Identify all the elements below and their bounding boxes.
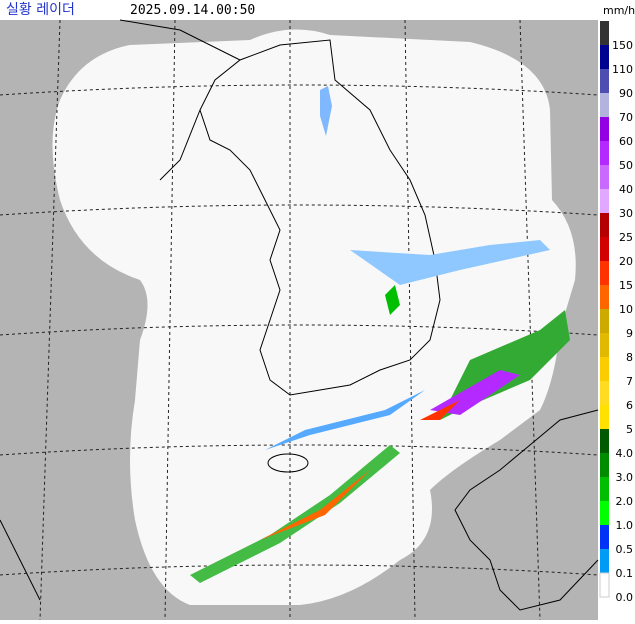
legend-swatch <box>600 93 609 117</box>
legend-swatch <box>600 357 609 381</box>
legend-label: 1.0 <box>616 519 634 532</box>
title: 실황 레이더 <box>6 2 75 18</box>
legend-label: 150 <box>612 39 633 52</box>
legend-label: 6 <box>626 399 633 412</box>
legend-label: 40 <box>619 183 633 196</box>
legend-label: 0.0 <box>616 591 634 604</box>
radar-coverage <box>52 29 576 605</box>
legend-label: 5 <box>626 423 633 436</box>
grid <box>0 19 599 621</box>
legend-label: 10 <box>619 303 633 316</box>
legend: 150 110 90 70 60 50 40 30 25 20 15 10 9 8 7 6 5 4.0 3.0 2.0… <box>599 21 634 604</box>
legend-swatch <box>600 141 609 165</box>
legend-swatch <box>600 117 609 141</box>
legend-swatch <box>600 165 609 189</box>
legend-label: 0.5 <box>616 543 634 556</box>
legend-swatch <box>600 189 609 213</box>
legend-swatch <box>600 429 609 453</box>
legend-swatch <box>599 572 610 598</box>
legend-swatch <box>600 381 609 405</box>
legend-label: 3.0 <box>616 471 634 484</box>
legend-label: 4.0 <box>616 447 634 460</box>
legend-swatch <box>600 477 609 501</box>
rain-echoes <box>190 86 570 583</box>
map <box>0 19 599 621</box>
legend-label: 9 <box>626 327 633 340</box>
legend-swatch <box>600 261 609 285</box>
legend-label: 7 <box>626 375 633 388</box>
legend-label: 0.1 <box>616 567 634 580</box>
legend-swatch <box>600 285 609 309</box>
legend-swatch <box>600 309 609 333</box>
legend-swatch <box>600 405 609 429</box>
unit: mm/h <box>603 4 635 17</box>
legend-swatch <box>600 333 609 357</box>
legend-label: 20 <box>619 255 633 268</box>
legend-swatch <box>600 237 609 261</box>
legend-swatch <box>600 501 609 525</box>
legend-swatch <box>600 45 609 69</box>
legend-label: 15 <box>619 279 633 292</box>
timestamp: 2025.09.14.00:50 <box>130 3 255 18</box>
legend-label: 110 <box>612 63 633 76</box>
legend-swatch <box>600 213 609 237</box>
legend-swatch <box>600 21 609 45</box>
legend-label: 70 <box>619 111 633 124</box>
legend-label: 30 <box>619 207 633 220</box>
legend-label: 25 <box>619 231 633 244</box>
legend-swatch <box>600 525 609 549</box>
coastline <box>0 19 599 611</box>
legend-label: 8 <box>626 351 633 364</box>
legend-swatch <box>600 549 609 573</box>
legend-label: 90 <box>619 87 633 100</box>
legend-label: 50 <box>619 159 633 172</box>
legend-label: 2.0 <box>616 495 634 508</box>
legend-label: 60 <box>619 135 633 148</box>
legend-swatch <box>600 69 609 93</box>
legend-swatch <box>600 453 609 477</box>
